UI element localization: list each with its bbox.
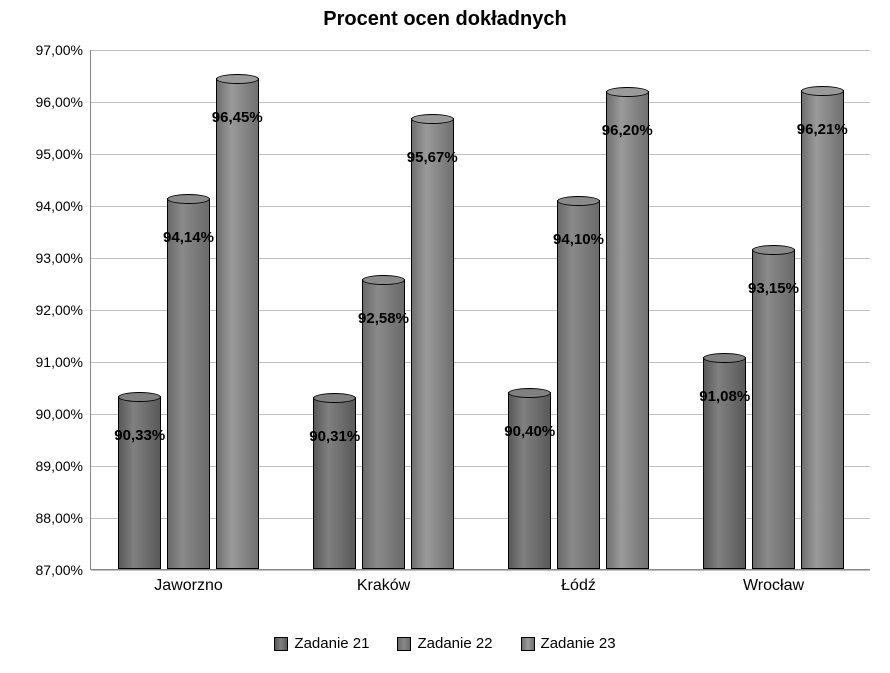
y-tick-label: 92,00% (36, 302, 83, 318)
bar: 92,58% (362, 279, 405, 569)
bar-value-label: 94,14% (163, 229, 214, 246)
bar: 96,45% (216, 78, 259, 569)
bar-group: 90,40%94,10%96,20%Łódź (481, 50, 676, 569)
bar-value-label: 96,21% (797, 121, 848, 138)
legend-label: Zadanie 21 (294, 635, 369, 652)
bar-cap (703, 353, 746, 363)
gridline (91, 570, 870, 571)
bar: 91,08% (703, 357, 746, 569)
chart-container: Procent ocen dokładnych 87,00%88,00%89,0… (0, 0, 890, 673)
bar-group: 91,08%93,15%96,21%Wrocław (676, 50, 871, 569)
bar-value-label: 93,15% (748, 280, 799, 297)
bar-group: 90,33%94,14%96,45%Jaworzno (91, 50, 286, 569)
bar: 90,40% (508, 392, 551, 569)
y-tick-label: 96,00% (36, 94, 83, 110)
x-category-label: Jaworzno (154, 577, 222, 595)
bar-cap (167, 194, 210, 204)
legend-label: Zadanie 22 (417, 635, 492, 652)
y-tick-label: 89,00% (36, 458, 83, 474)
bar-value-label: 90,33% (114, 427, 165, 444)
y-tick-label: 88,00% (36, 510, 83, 526)
y-tick-label: 93,00% (36, 250, 83, 266)
bar-cap (508, 388, 551, 398)
chart-title: Procent ocen dokładnych (0, 0, 890, 31)
y-tick-label: 95,00% (36, 146, 83, 162)
bar-cap (752, 245, 795, 255)
bar: 96,20% (606, 91, 649, 569)
legend-item: Zadanie 21 (274, 635, 369, 652)
bar-value-label: 94,10% (553, 231, 604, 248)
y-tick-label: 97,00% (36, 42, 83, 58)
bar-value-label: 90,40% (504, 423, 555, 440)
bar: 96,21% (801, 90, 844, 569)
bar: 90,31% (313, 397, 356, 569)
bar-group: 90,31%92,58%95,67%Kraków (286, 50, 481, 569)
bar-cap (216, 74, 259, 84)
bar: 94,10% (557, 200, 600, 569)
bar-value-label: 96,45% (212, 109, 263, 126)
bar-cap (801, 86, 844, 96)
bar-cap (362, 275, 405, 285)
bar-cap (606, 87, 649, 97)
legend-label: Zadanie 23 (541, 635, 616, 652)
bar: 93,15% (752, 249, 795, 569)
legend-item: Zadanie 22 (397, 635, 492, 652)
bar-cap (313, 393, 356, 403)
legend-swatch (397, 637, 411, 651)
y-tick-label: 91,00% (36, 354, 83, 370)
legend: Zadanie 21 Zadanie 22 Zadanie 23 (0, 635, 890, 655)
bar-value-label: 90,31% (309, 428, 360, 445)
bar-value-label: 96,20% (602, 122, 653, 139)
legend-swatch (521, 637, 535, 651)
bar: 94,14% (167, 198, 210, 569)
x-category-label: Łódź (561, 577, 596, 595)
bar-cap (411, 114, 454, 124)
y-tick-label: 87,00% (36, 562, 83, 578)
bar: 90,33% (118, 396, 161, 569)
bar: 95,67% (411, 118, 454, 569)
bar-value-label: 92,58% (358, 310, 409, 327)
plot-area: 87,00%88,00%89,00%90,00%91,00%92,00%93,0… (90, 50, 870, 570)
bar-cap (557, 196, 600, 206)
y-tick-label: 94,00% (36, 198, 83, 214)
bar-value-label: 91,08% (699, 388, 750, 405)
x-category-label: Kraków (357, 577, 410, 595)
bar-value-label: 95,67% (407, 149, 458, 166)
y-tick-label: 90,00% (36, 406, 83, 422)
legend-swatch (274, 637, 288, 651)
bar-cap (118, 392, 161, 402)
x-category-label: Wrocław (743, 577, 804, 595)
legend-item: Zadanie 23 (521, 635, 616, 652)
